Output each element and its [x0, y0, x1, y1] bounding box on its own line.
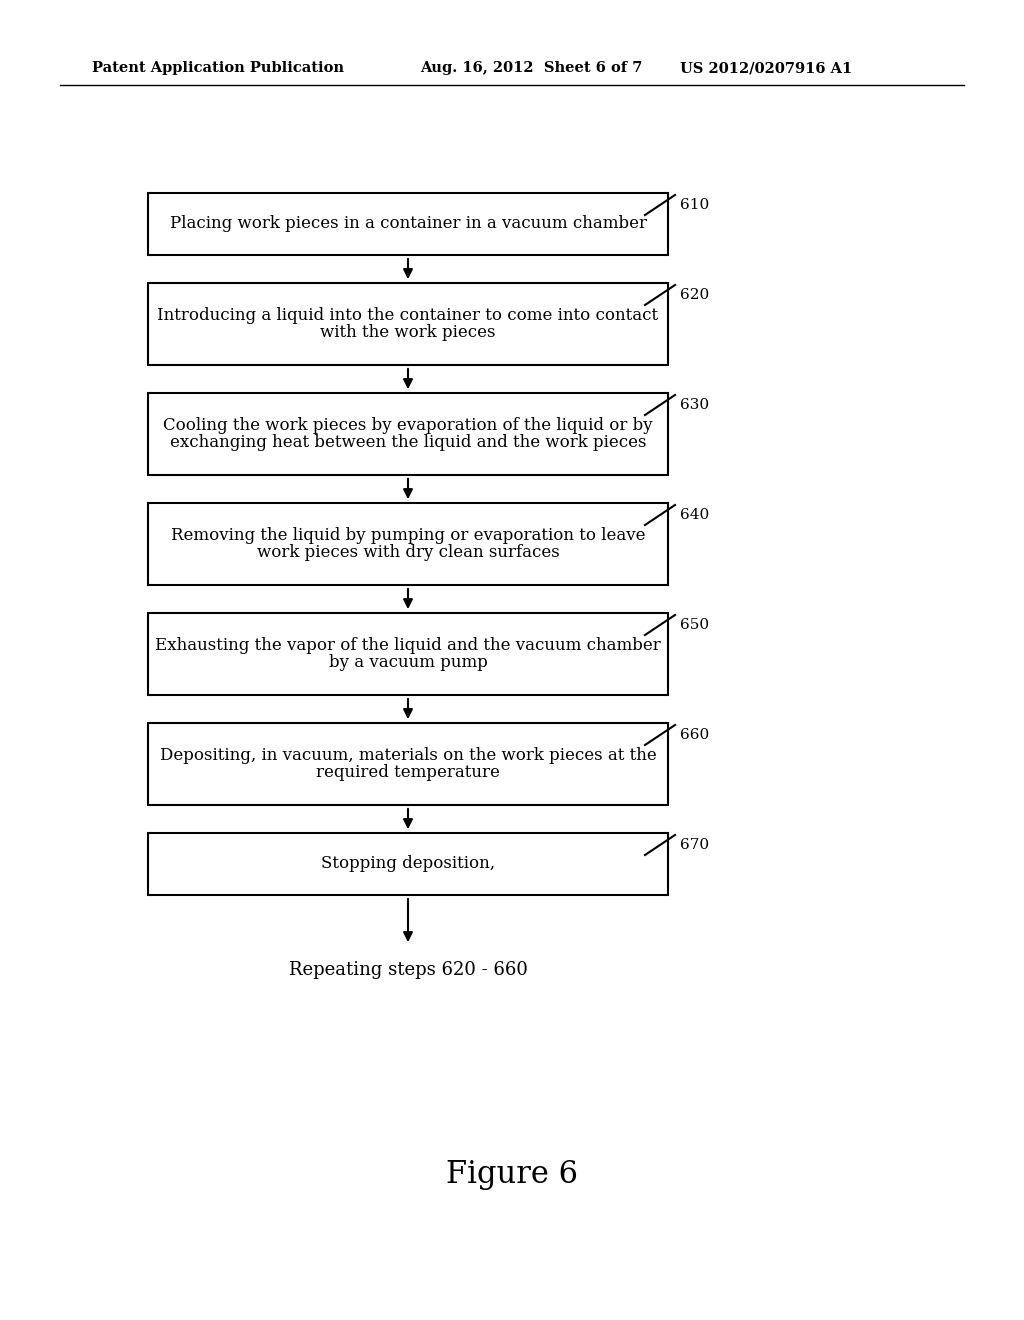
Bar — [148, 503, 668, 585]
Text: 650: 650 — [680, 618, 710, 632]
Text: Cooling the work pieces by evaporation of the liquid or by: Cooling the work pieces by evaporation o… — [163, 417, 653, 434]
Text: required temperature: required temperature — [316, 764, 500, 781]
Text: 630: 630 — [680, 399, 710, 412]
Text: Patent Application Publication: Patent Application Publication — [92, 61, 344, 75]
Text: Figure 6: Figure 6 — [446, 1159, 578, 1191]
Text: Aug. 16, 2012  Sheet 6 of 7: Aug. 16, 2012 Sheet 6 of 7 — [420, 61, 642, 75]
Text: 670: 670 — [680, 838, 710, 851]
Text: by a vacuum pump: by a vacuum pump — [329, 653, 487, 671]
Text: Stopping deposition,: Stopping deposition, — [321, 855, 495, 873]
Text: 620: 620 — [680, 288, 710, 302]
Bar — [148, 723, 668, 805]
Text: work pieces with dry clean surfaces: work pieces with dry clean surfaces — [257, 544, 559, 561]
Bar — [148, 393, 668, 475]
Text: Placing work pieces in a container in a vacuum chamber: Placing work pieces in a container in a … — [170, 215, 646, 232]
Bar — [148, 282, 668, 366]
Bar — [148, 193, 668, 255]
Text: 640: 640 — [680, 508, 710, 521]
Bar — [148, 612, 668, 696]
Text: US 2012/0207916 A1: US 2012/0207916 A1 — [680, 61, 852, 75]
Text: 660: 660 — [680, 729, 710, 742]
Text: exchanging heat between the liquid and the work pieces: exchanging heat between the liquid and t… — [170, 434, 646, 451]
Bar — [148, 833, 668, 895]
Text: Depositing, in vacuum, materials on the work pieces at the: Depositing, in vacuum, materials on the … — [160, 747, 656, 764]
Text: Repeating steps 620 - 660: Repeating steps 620 - 660 — [289, 961, 527, 979]
Text: with the work pieces: with the work pieces — [321, 323, 496, 341]
Text: Removing the liquid by pumping or evaporation to leave: Removing the liquid by pumping or evapor… — [171, 527, 645, 544]
Text: 610: 610 — [680, 198, 710, 213]
Text: Introducing a liquid into the container to come into contact: Introducing a liquid into the container … — [158, 308, 658, 323]
Text: Exhausting the vapor of the liquid and the vacuum chamber: Exhausting the vapor of the liquid and t… — [155, 638, 660, 653]
